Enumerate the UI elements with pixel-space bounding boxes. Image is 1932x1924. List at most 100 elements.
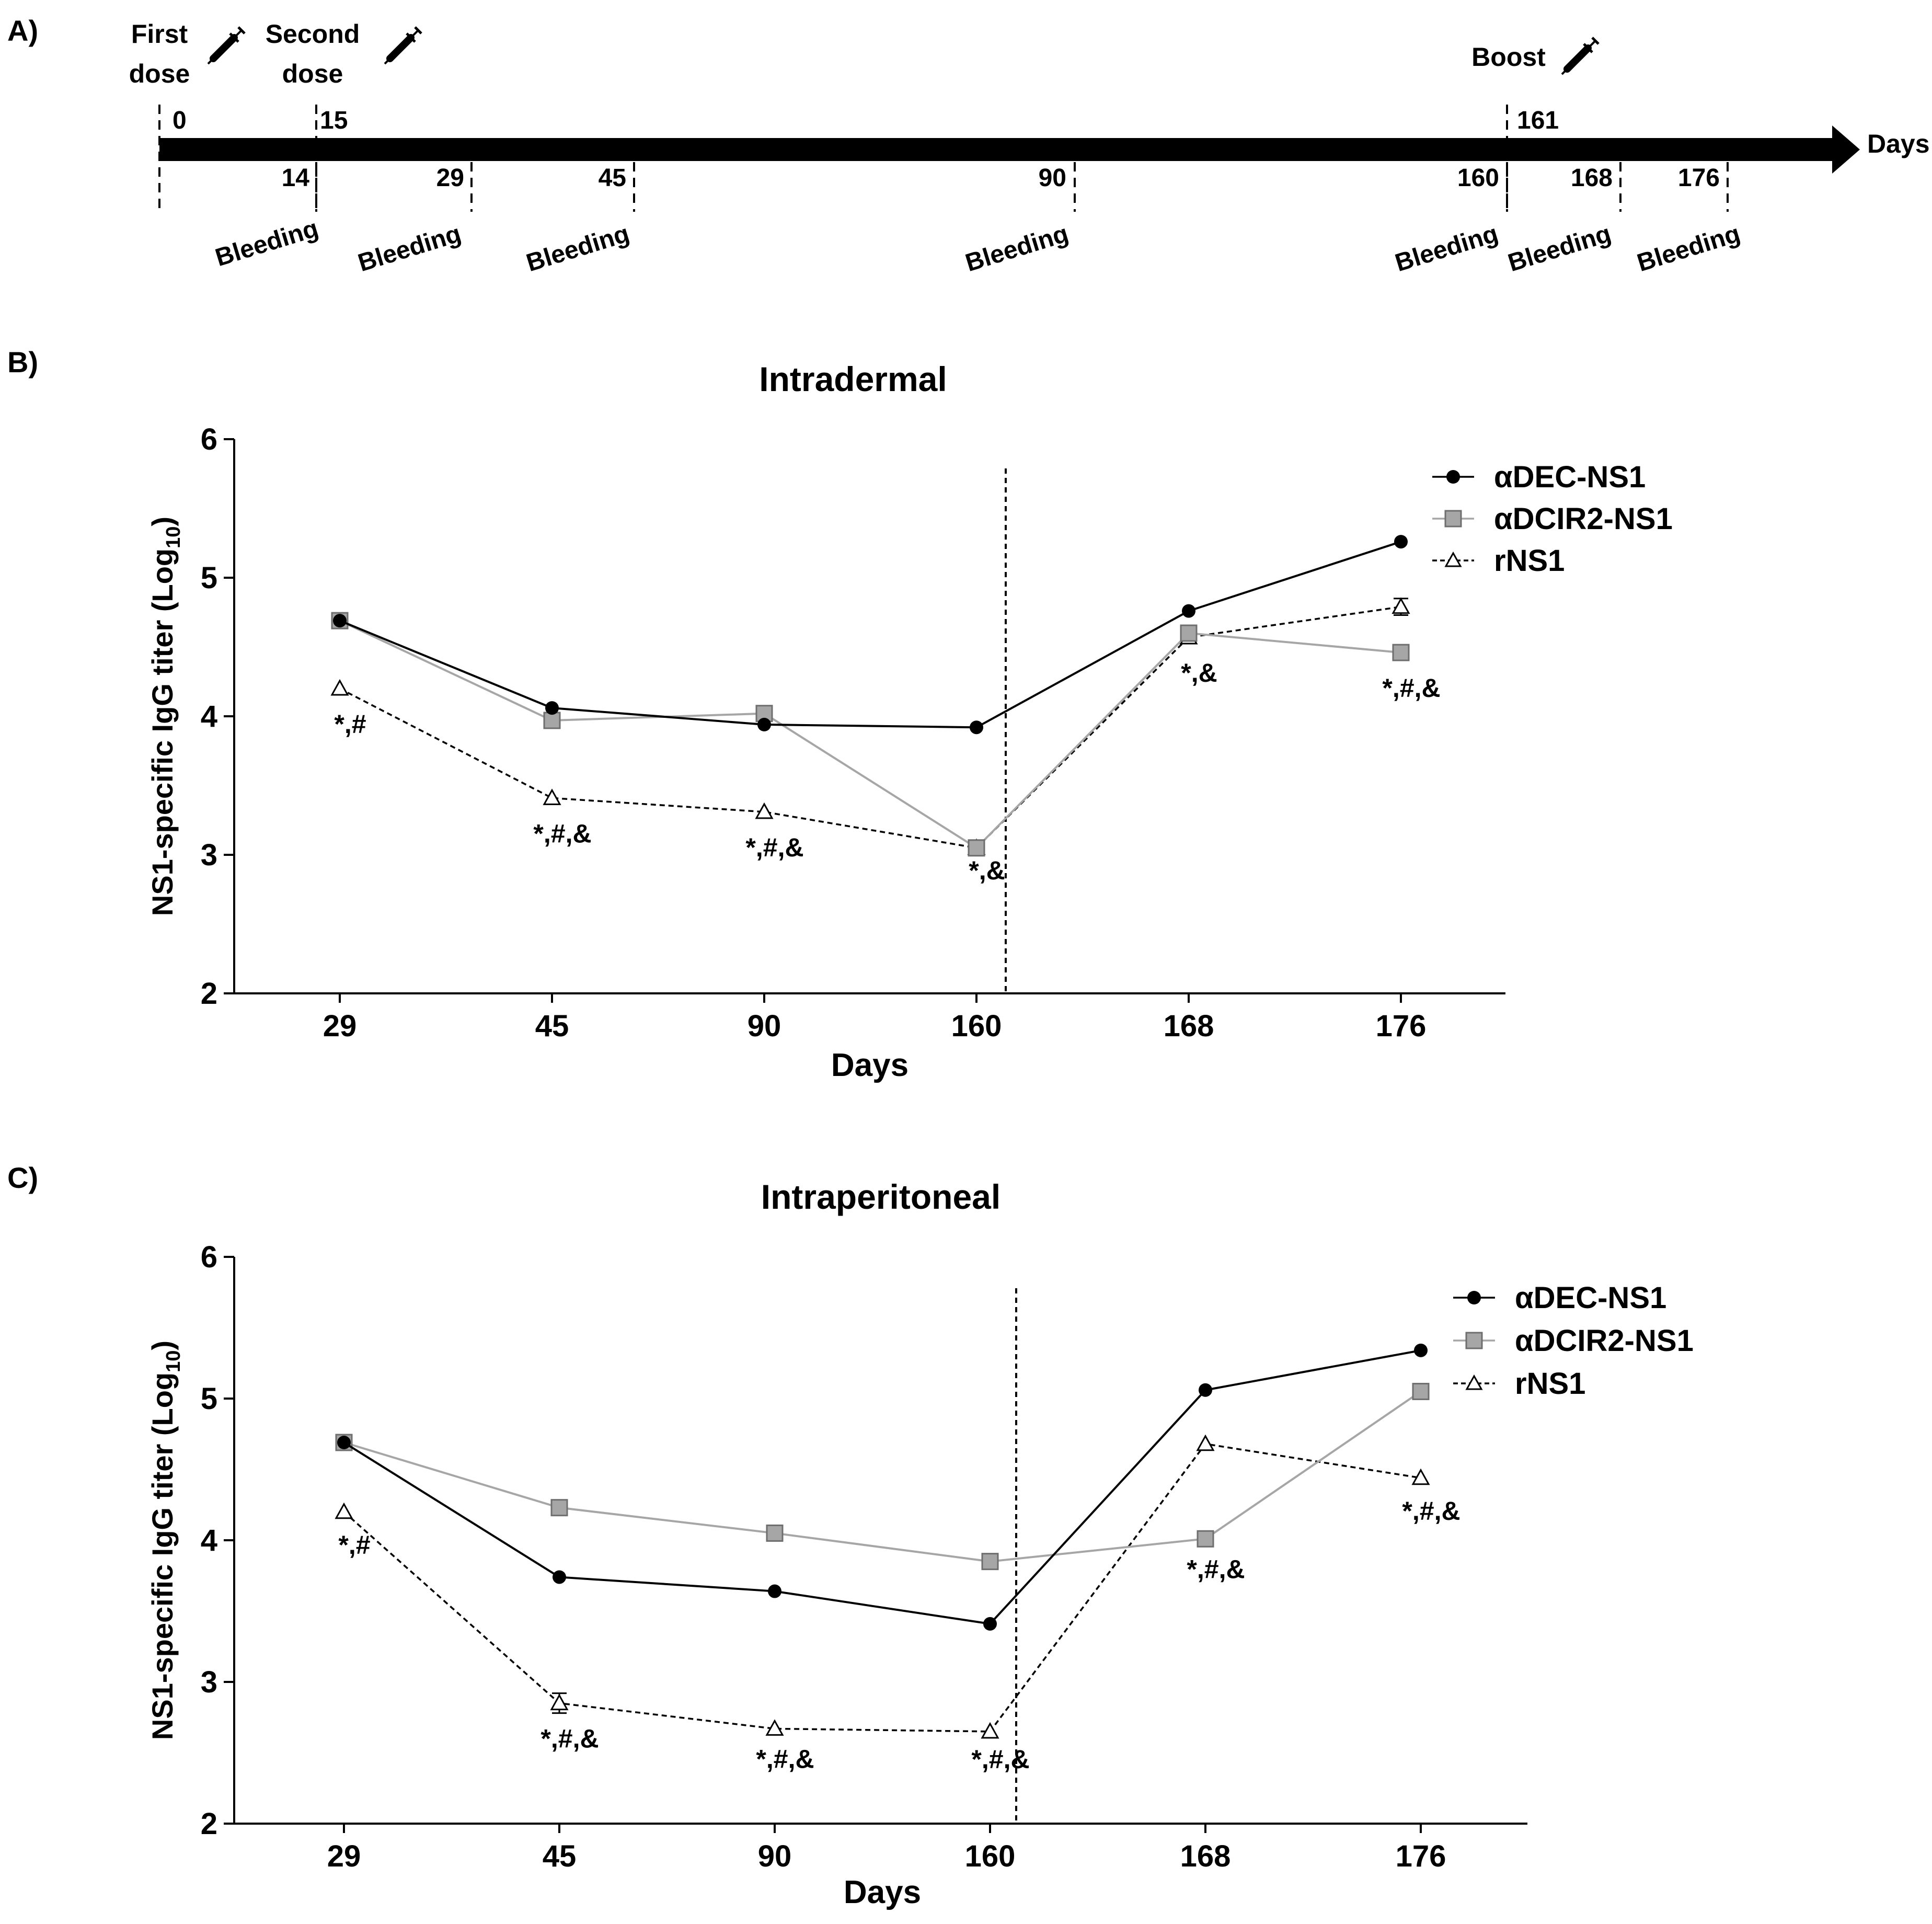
series-line-αDCIR2-NS1 <box>344 1391 1421 1561</box>
data-point <box>544 713 560 728</box>
legend-label: αDCIR2-NS1 <box>1494 502 1673 536</box>
data-point <box>768 1585 781 1598</box>
data-point <box>553 1570 566 1584</box>
syringe-icon <box>1562 38 1598 74</box>
y-tick-label: 4 <box>201 700 217 734</box>
data-point <box>545 701 559 715</box>
significance-annotation: *,& <box>1181 658 1217 688</box>
timeline-axis-label: Days <box>1867 129 1930 158</box>
event-label-second-line2: dose <box>282 59 343 88</box>
significance-annotation: *,#,& <box>540 1724 599 1754</box>
significance-annotation: *,# <box>334 709 366 739</box>
significance-annotation: *,#,& <box>1402 1496 1460 1526</box>
bleeding-day: 168 <box>1571 164 1613 192</box>
series-line-rNS1 <box>344 1444 1421 1732</box>
syringe-icon <box>385 27 421 64</box>
x-tick-label: 176 <box>1376 1009 1427 1043</box>
bleeding-label: Bleeding <box>523 220 632 277</box>
legend-label: rNS1 <box>1515 1367 1585 1401</box>
x-tick-label: 90 <box>758 1839 792 1873</box>
panel-label-c: C) <box>7 1161 38 1194</box>
data-point <box>969 840 984 856</box>
significance-annotation: *,#,& <box>971 1745 1029 1774</box>
legend-marker <box>1445 511 1461 526</box>
timeline-bar <box>159 138 1837 161</box>
y-tick-label: 3 <box>201 1665 217 1699</box>
event-label-first: First <box>131 19 188 49</box>
data-point <box>1182 604 1195 618</box>
x-tick-label: 29 <box>323 1009 357 1043</box>
data-point <box>970 720 983 734</box>
data-point <box>332 681 348 695</box>
significance-annotation: *,& <box>969 856 1005 885</box>
data-point <box>544 790 560 804</box>
legend-label: αDEC-NS1 <box>1515 1281 1666 1315</box>
bleeding-day: 160 <box>1457 164 1499 192</box>
x-tick-label: 45 <box>535 1009 569 1043</box>
series-line-αDEC-NS1 <box>344 1350 1421 1624</box>
data-point <box>333 614 347 627</box>
significance-annotation: *,#,& <box>1382 673 1440 703</box>
data-point <box>337 1436 351 1449</box>
y-tick-label: 5 <box>201 1382 217 1416</box>
chart-title: Intraperitoneal <box>761 1177 1000 1216</box>
event-day-second: 15 <box>320 107 348 134</box>
data-point <box>1414 1344 1428 1357</box>
data-point <box>1198 1436 1213 1450</box>
y-tick-label: 2 <box>201 977 217 1011</box>
legend-label: αDEC-NS1 <box>1494 460 1646 494</box>
bleeding-label: Bleeding <box>355 220 464 277</box>
event-label-boost: Boost <box>1471 42 1546 72</box>
bleeding-day: 29 <box>436 164 464 192</box>
data-point <box>1394 535 1408 548</box>
bleeding-label: Bleeding <box>1505 220 1614 277</box>
series-line-rNS1 <box>340 607 1401 848</box>
legend-label: αDCIR2-NS1 <box>1515 1324 1694 1358</box>
bleeding-label: Bleeding <box>1634 220 1743 277</box>
x-tick-label: 160 <box>965 1839 1016 1873</box>
significance-annotation: *,#,& <box>756 1744 814 1773</box>
bleeding-day: 90 <box>1039 164 1066 192</box>
y-tick-label: 3 <box>201 838 217 872</box>
data-point <box>1413 1383 1429 1399</box>
data-point <box>1393 599 1409 613</box>
series-line-αDCIR2-NS1 <box>340 621 1401 848</box>
y-tick-label: 2 <box>201 1807 217 1841</box>
y-axis-title: NS1-specific IgG titer (Log10) <box>146 517 185 916</box>
event-day-boost: 161 <box>1517 107 1559 134</box>
series-line-αDEC-NS1 <box>340 542 1401 727</box>
legend-marker <box>1466 1333 1482 1348</box>
data-point <box>551 1500 567 1516</box>
x-tick-label: 29 <box>327 1839 361 1873</box>
bleeding-markers: 14 Bleeding 29 Bleeding 45 Bleeding 90 B… <box>212 162 1743 277</box>
panel-a-timeline: A) Days First dose 0 Second dose 15 Boos… <box>7 14 1930 277</box>
bleeding-label: Bleeding <box>1392 220 1501 277</box>
data-point <box>757 718 771 731</box>
chart-title: Intradermal <box>759 360 947 398</box>
x-axis-title: Days <box>844 1874 921 1910</box>
significance-annotation: *,#,& <box>745 833 803 862</box>
y-tick-label: 6 <box>201 422 217 456</box>
bleeding-day: 45 <box>599 164 626 192</box>
data-point <box>336 1504 352 1518</box>
data-point <box>767 1525 783 1541</box>
x-tick-label: 168 <box>1164 1009 1214 1043</box>
event-label-first-line2: dose <box>129 59 190 88</box>
x-tick-label: 168 <box>1180 1839 1231 1873</box>
bleeding-day: 176 <box>1678 164 1720 192</box>
data-point <box>1393 645 1409 660</box>
significance-annotation: *,#,& <box>533 819 591 848</box>
timeline-arrowhead <box>1832 125 1860 174</box>
bleeding-day: 14 <box>282 164 310 192</box>
bleeding-label: Bleeding <box>212 214 321 272</box>
data-point <box>983 1617 997 1631</box>
event-day-first: 0 <box>172 107 187 134</box>
panel-label-b: B) <box>7 346 38 379</box>
y-tick-label: 6 <box>201 1240 217 1274</box>
x-axis-title: Days <box>831 1047 908 1083</box>
data-point <box>1198 1531 1213 1547</box>
significance-annotation: *,# <box>338 1530 370 1560</box>
legend-label: rNS1 <box>1494 544 1565 578</box>
